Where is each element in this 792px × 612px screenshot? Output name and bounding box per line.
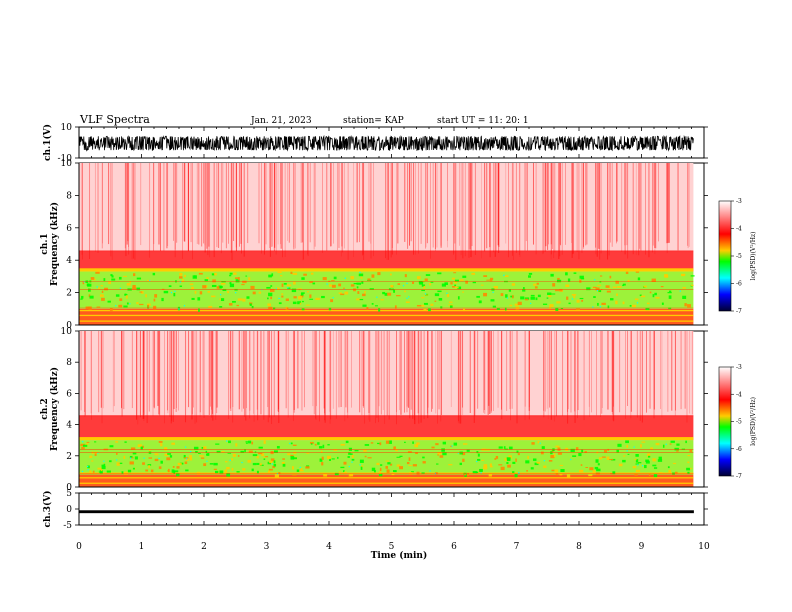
ch2-spectrogram-red-band [79,415,694,441]
ch2-spectrogram-low-stripe [79,472,694,474]
x-tick-label: 10 [698,542,710,552]
ch1-spectrogram-panel: 0 2 4 6 8 10 ch.1Frequency (kHz) [40,159,708,331]
ch2-spectrogram-yellow-edge [79,437,694,441]
ch3-ytick-label: -5 [63,521,72,531]
ch3-ytick-label: 0 [66,505,72,515]
ch1-spectrogram-low-stripe [79,314,694,317]
ch1-colorbar-bar [718,200,732,312]
ch2-spectrogram-ytick-label: 8 [66,358,72,368]
ch2-colorbar-bar [718,366,732,477]
x-tick-label: 9 [639,542,645,552]
ch1-colorbar-tick-label: -3 [736,198,742,205]
ch3-frame [78,492,705,526]
ch2-spectrogram-ytick-label: 0 [66,483,72,493]
ch1-waveform-line [78,134,694,152]
ch1-colorbar-tick-label: -7 [736,308,742,315]
x-tick-label: 1 [139,542,145,552]
ch2-spectrogram-panel: 0 2 4 6 8 10 ch.2Frequency (kHz) [40,327,708,493]
ch2-spectrogram-ylabel: ch.2Frequency (kHz) [40,367,60,451]
time-axis: 0 1 2 3 4 5 6 7 8 9 10 [76,542,710,552]
x-tick-label: 8 [576,542,582,552]
ch2-spectrogram-haze [79,331,694,417]
x-axis-label: Time (min) [371,550,428,561]
ch1-spectrogram-ytick-label: 8 [66,191,72,201]
figure-date: Jan. 21, 2023 [250,116,312,126]
ch1-spectrogram-ytick-label: 4 [66,256,72,266]
ch1-spectrogram-low-stripe [79,309,694,312]
ch2-spectrogram-ytick-label: 10 [61,327,73,337]
x-tick-label: 0 [76,542,82,552]
ch2-spectrogram-ytick-label: 6 [66,389,72,399]
ch2-spectrogram-low-stripe [79,477,694,479]
ch1-ytick-label: 10 [61,123,73,133]
ch1-waveform-panel: 10 -10 ch.1(V) [42,123,708,164]
ch1-spectrogram-red-band [79,250,694,272]
x-tick-label: 3 [264,542,270,552]
ch2-colorbar: -3 -4 -5 -6 -7 log(PSD)(V²/Hz) [718,364,757,480]
ch2-colorbar-tick-label: -7 [736,473,742,480]
ch1-spectrogram-ytick-label: 2 [66,289,72,299]
ch2-colorbar-tick-label: -5 [736,419,742,426]
ch1-spectrogram-yellow-edge [79,268,694,272]
ch1-colorbar-label: log(PSD)(V²/Hz) [750,232,757,281]
x-tick-label: 6 [451,542,457,552]
ch2-colorbar-label: log(PSD)(V²/Hz) [750,397,757,446]
ch1-colorbar: -3 -4 -5 -6 -7 log(PSD)(V²/Hz) [718,198,757,315]
ch1-spectrogram-ytick-label: 6 [66,224,72,234]
x-tick-label: 2 [201,542,207,552]
ch1-colorbar-tick-label: -4 [736,226,742,233]
ch2-colorbar-tick-label: -4 [736,391,742,398]
ch1-spectrogram-low-stripe [79,320,694,322]
x-tick-label: 5 [389,542,395,552]
ch3-waveform-ylabel: ch.3(V) [42,491,53,528]
ch2-spectrogram-low-stripe [79,482,694,484]
ch1-ytick-label: -10 [58,154,73,164]
figure-title: VLF Spectra [79,113,150,126]
ch1-colorbar-tick-label: -6 [736,281,742,288]
ch3-waveform-line [79,510,694,514]
ch3-waveform-panel: 5 0 -5 ch.3(V) [42,489,708,531]
ch2-spectrogram-low-band [79,474,694,487]
start-time-label: start UT = 11: 20: 1 [437,116,529,126]
ch1-waveform-ylabel: ch.1(V) [42,124,53,161]
ch1-spectrogram-haze [79,163,694,253]
ch1-colorbar-tick-label: -5 [736,253,742,260]
ch1-spectrogram-ylabel: ch.1Frequency (kHz) [40,202,60,286]
ch2-colorbar-tick-label: -6 [736,446,742,453]
x-tick-label: 7 [514,542,520,552]
ch2-spectrogram-ytick-label: 2 [66,452,72,462]
ch1-spectrogram-ytick-label: 10 [61,159,73,169]
ch3-ytick-label: 5 [66,489,72,499]
ch2-colorbar-tick-label: -3 [736,364,742,371]
ch2-spectrogram-ytick-label: 4 [66,421,72,431]
station-label: station= KAP [343,116,404,126]
ch1-spectrogram-green-band [79,271,694,309]
ch1-spectrogram-ytick-label: 0 [66,321,72,331]
x-tick-label: 4 [326,542,332,552]
